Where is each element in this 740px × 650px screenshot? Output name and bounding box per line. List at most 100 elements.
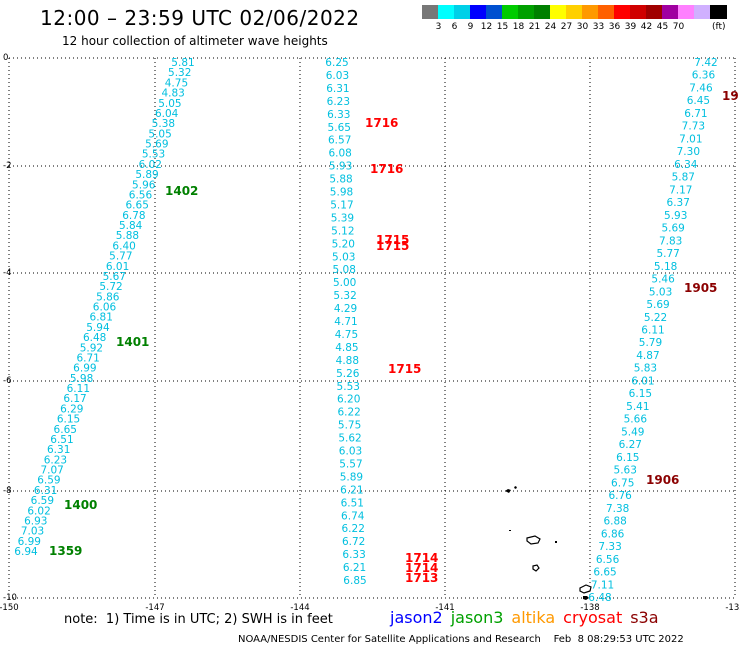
island	[526, 535, 541, 545]
wave-height-value: 5.72	[99, 281, 122, 293]
lat-tick-label: -2	[3, 161, 11, 171]
color-swatch	[646, 5, 663, 19]
wave-height-value: 6.01	[106, 261, 129, 273]
wave-height-value: 5.77	[109, 251, 132, 263]
wave-height-value: 4.87	[636, 350, 659, 362]
wave-height-value: 5.17	[330, 199, 353, 211]
wave-height-value: 5.89	[135, 169, 158, 181]
wave-height-value: 5.00	[333, 277, 356, 289]
color-swatch	[598, 5, 615, 19]
wave-height-value: 6.56	[129, 189, 153, 201]
color-scale-label: 3	[435, 22, 442, 32]
wave-height-value: 5.96	[132, 179, 156, 191]
pass-time-label: 1400	[64, 498, 97, 512]
wave-height-value: 7.03	[21, 526, 44, 538]
wave-height-value: 6.45	[687, 95, 710, 107]
color-scale-label: 15	[496, 22, 509, 32]
wave-height-value: 6.17	[63, 393, 86, 405]
wave-height-value: 5.53	[337, 381, 360, 393]
lon-tick-label: -141	[435, 603, 454, 613]
color-scale-label: 9	[467, 22, 474, 32]
color-scale-label: 12	[480, 22, 493, 32]
wave-height-value: 5.93	[664, 210, 687, 222]
wave-height-value: 6.15	[616, 452, 639, 464]
wave-height-value: 5.53	[142, 149, 165, 161]
pass-time-label: 1401	[116, 335, 149, 349]
wave-height-value: 4.85	[335, 342, 358, 354]
color-scale-label: 33	[592, 22, 605, 32]
island	[505, 486, 517, 493]
wave-height-value: 6.15	[57, 414, 80, 426]
wave-height-value: 6.71	[76, 352, 99, 364]
color-swatch	[422, 5, 439, 19]
color-scale-label: 18	[512, 22, 525, 32]
pass-time-label: 1359	[49, 544, 82, 558]
wave-height-value: 5.88	[329, 174, 352, 186]
color-swatch	[502, 5, 519, 19]
footnote: note: 1) Time is in UTC; 2) SWH is in fe…	[64, 612, 333, 627]
lat-tick-label: -6	[3, 376, 11, 386]
wave-height-value: 5.69	[646, 299, 669, 311]
pass-time-label: 1715	[376, 239, 409, 253]
wave-height-value: 4.75	[335, 329, 358, 341]
wave-height-value: 6.03	[339, 446, 362, 458]
map-title: 12:00 – 23:59 UTC 02/06/2022	[40, 6, 360, 30]
wave-height-value: 7.30	[677, 146, 700, 158]
island	[583, 596, 589, 600]
wave-height-value: 6.23	[44, 454, 67, 466]
wave-height-value: 7.42	[694, 57, 717, 69]
color-swatch	[710, 5, 727, 19]
lon-tick-label: -147	[145, 603, 164, 613]
wave-height-value: 7.38	[606, 503, 629, 515]
color-swatch	[486, 5, 503, 19]
pass-time-label: 1715	[376, 233, 409, 247]
island	[579, 584, 592, 594]
island	[532, 564, 540, 572]
axis-labels: -150 -147 -144 -141 -138 -135 0 -2 -4 -6 -8 -10	[0, 53, 740, 613]
wave-height-value: 6.36	[692, 70, 716, 82]
wave-height-value: 5.46	[651, 274, 675, 286]
wave-height-value: 6.15	[629, 388, 652, 400]
wave-height-value: 5.62	[338, 433, 361, 445]
wave-height-value: 5.49	[621, 426, 644, 438]
wave-height-value: 6.93	[24, 515, 47, 527]
wave-height-value: 5.26	[336, 368, 360, 380]
pass-time-label: 19	[722, 89, 739, 103]
wave-height-value: 5.38	[152, 118, 175, 130]
color-swatch	[534, 5, 551, 19]
wave-height-value: 5.84	[119, 220, 143, 232]
color-swatch	[566, 5, 583, 19]
wave-height-value: 5.93	[329, 161, 352, 173]
color-scale-unit: (ft)	[712, 22, 726, 32]
wave-height-value: 6.33	[327, 109, 350, 121]
wave-height-value: 7.07	[40, 465, 63, 477]
color-scale-label: 36	[608, 22, 621, 32]
wave-height-value: 6.99	[18, 536, 41, 548]
wave-height-value: 6.81	[90, 312, 113, 324]
wave-height-value: 6.59	[37, 475, 60, 487]
wave-height-value: 6.99	[73, 363, 96, 375]
wave-height-value: 6.21	[340, 484, 363, 496]
wave-height-value: 6.27	[619, 439, 642, 451]
lon-tick-label: -150	[0, 603, 19, 613]
credit-line: NOAA/NESDIS Center for Satellite Applica…	[238, 634, 684, 645]
color-scale-label: 45	[656, 22, 669, 32]
wave-height-value: 5.69	[145, 139, 168, 151]
wave-height-value: 7.73	[682, 121, 705, 133]
lon-tick-label: -144	[290, 603, 309, 613]
color-swatch	[694, 5, 711, 19]
altimeter-tracks: 5.815.324.754.835.056.045.385.055.695.53…	[14, 57, 717, 604]
wave-height-value: 6.37	[667, 197, 690, 209]
wave-height-value: 6.20	[337, 394, 360, 406]
wave-height-value: 5.41	[626, 401, 649, 413]
wave-height-value: 6.29	[60, 403, 83, 415]
wave-height-value: 6.71	[684, 108, 707, 120]
color-swatch	[454, 5, 471, 19]
wave-height-value: 6.72	[342, 536, 365, 548]
wave-height-value: 6.76	[608, 490, 632, 502]
wave-height-value: 6.56	[596, 554, 620, 566]
wave-height-value: 5.81	[171, 57, 194, 69]
wave-height-value: 5.77	[656, 248, 679, 260]
wave-height-value: 6.22	[342, 523, 365, 535]
